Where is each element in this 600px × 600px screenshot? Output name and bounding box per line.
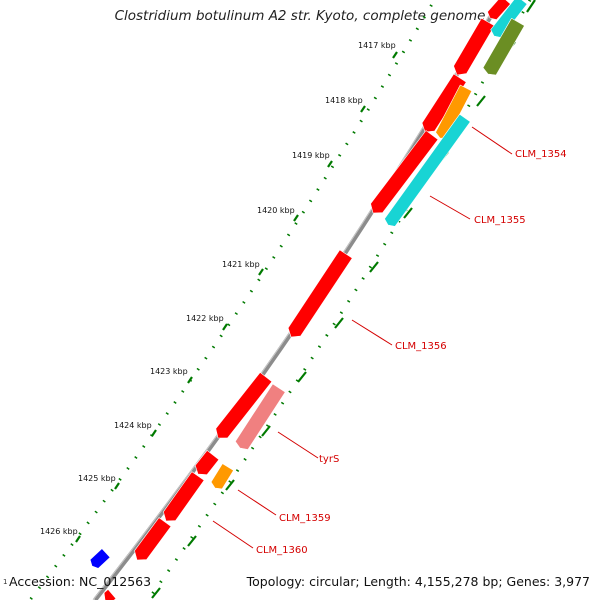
kbp-tick-mark (327, 160, 333, 168)
tick-track-outer (28, 0, 437, 600)
kbp-tick-mark (114, 482, 120, 490)
kbp-tick-label: 1424 kbp (114, 421, 152, 430)
kbp-tick-mark (360, 105, 366, 113)
kbp-tick-label: 1423 kbp (150, 367, 188, 376)
inner-tick-mark (526, 0, 536, 13)
inner-tick-mark (369, 261, 379, 273)
kbp-tick-mark (392, 51, 398, 59)
gene-label-clm-1360: CLM_1360 (256, 545, 308, 556)
inner-tick-mark (261, 425, 271, 437)
gene-label-clm-1359: CLM_1359 (279, 513, 331, 524)
kbp-tick-mark (222, 323, 228, 331)
gene-arrow-blue (89, 548, 111, 569)
kbp-tick-label: 1417 kbp (358, 41, 396, 50)
accession-text: Accession: NC_012563 (9, 574, 152, 589)
gene-arrow-forward (421, 73, 467, 133)
gene-leader-line (237, 489, 277, 516)
gene-arrow-reverse-cyan (384, 113, 471, 227)
kbp-tick-label: 1425 kbp (78, 474, 116, 483)
gene-arrow-forward (194, 449, 220, 476)
gene-label-clm-1355: CLM_1355 (474, 215, 526, 226)
inner-tick-mark (476, 95, 486, 107)
gene-leader-line (351, 319, 393, 346)
gene-leader-line (212, 520, 254, 549)
inner-tick-mark (334, 317, 344, 329)
kbp-tick-label: 1421 kbp (222, 260, 260, 269)
kbp-tick-mark (187, 376, 193, 384)
kbp-tick-label: 1426 kbp (40, 527, 78, 536)
gene-leader-line (471, 126, 513, 155)
kbp-tick-label: 1419 kbp (292, 151, 330, 160)
genome-backbone (93, 0, 502, 600)
gene-leader-line (429, 195, 471, 220)
gene-arrow-forward (287, 249, 353, 338)
gene-arrow-forward (370, 130, 439, 214)
kbp-tick-mark (293, 214, 299, 222)
gene-arrow-forward (453, 17, 495, 76)
gene-arrow-forward (134, 517, 172, 561)
gene-arrow-forward (103, 588, 117, 600)
inner-tick-mark (151, 587, 161, 599)
kbp-tick-label: 1420 kbp (257, 206, 295, 215)
gene-arrow-reverse-pink (234, 383, 286, 450)
gene-label-tyrs: tyrS (319, 454, 339, 465)
gene-label-clm-1354: CLM_1354 (515, 149, 567, 160)
kbp-tick-mark (258, 268, 264, 276)
gene-label-clm-1356: CLM_1356 (395, 341, 447, 352)
genome-backbone-highlight (92, 0, 499, 600)
tick-track-inner (146, 0, 532, 600)
inner-tick-mark (403, 207, 413, 219)
kbp-tick-label: 1422 kbp (186, 314, 224, 323)
gene-arrow-forward (215, 371, 273, 439)
kbp-tick-label: 1418 kbp (325, 96, 363, 105)
map-title: Clostridium botulinum A2 str. Kyoto, com… (114, 8, 486, 24)
inner-tick-mark (297, 371, 307, 383)
gene-arrow-forward (487, 0, 511, 21)
inner-tick-mark (187, 535, 197, 547)
inner-tick-mark (225, 479, 235, 491)
genome-summary-text: Topology: circular; Length: 4,155,278 bp… (246, 574, 590, 589)
gene-arrow-reverse-olive (482, 17, 525, 76)
gene-arrow-forward (163, 471, 205, 522)
kbp-tick-mark (151, 429, 157, 437)
gene-arrow-reverse-orange (210, 463, 234, 490)
gene-leader-line (277, 431, 319, 459)
gene-arrow-reverse-cyan (490, 0, 528, 38)
kbp-tick-mark (75, 535, 81, 543)
edge-tick-label: 1 (3, 578, 8, 586)
